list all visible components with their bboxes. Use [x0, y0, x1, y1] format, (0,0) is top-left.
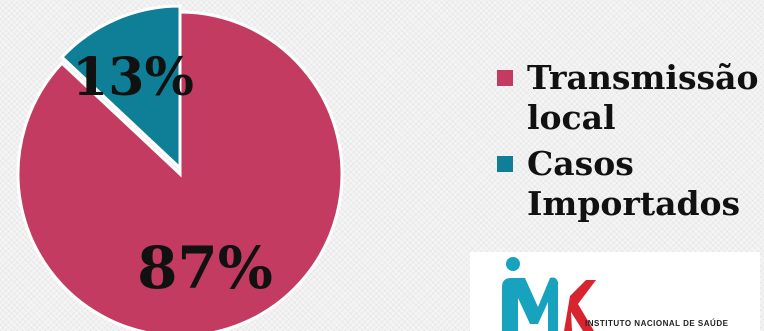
pie-slice-casos-importados	[59, 4, 182, 172]
legend-swatch-transmissao-local	[497, 70, 513, 86]
legend-swatch-casos-importados	[497, 156, 513, 172]
legend-label-line2: Importados	[527, 184, 741, 223]
institute-logo: INSTITUTO NACIONAL DE SAÚDE	[470, 252, 760, 331]
legend-label-line2: local	[527, 98, 616, 137]
pie-chart: 87% 13%	[16, 4, 344, 331]
legend-label-line1: Transmissão	[527, 58, 759, 97]
logo-mark-icon	[502, 257, 596, 331]
logo-text: INSTITUTO NACIONAL DE SAÚDE	[585, 319, 729, 328]
legend-label-line1: Casos	[527, 144, 634, 183]
slice-label-casos-importados: 13%	[72, 47, 194, 108]
legend-item-transmissao-local: Transmissão local	[497, 58, 762, 138]
pie-slice-transmissao-local	[16, 10, 344, 331]
legend: Transmissão local Casos Importados	[497, 58, 762, 230]
slice-label-transmissao-local: 87%	[137, 234, 273, 302]
legend-item-casos-importados: Casos Importados	[497, 144, 762, 224]
